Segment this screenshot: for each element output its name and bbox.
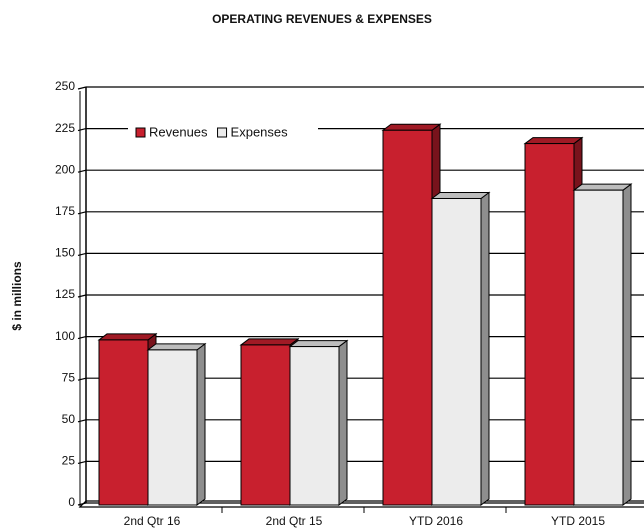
y-tick-label: 75 [62,370,76,384]
bar-top [572,183,633,191]
y-tick-label: 200 [55,162,75,176]
tick-mark [77,128,87,132]
bar [289,346,340,506]
bar [573,189,624,506]
tick-mark [77,169,87,173]
legend-label: Expenses [231,124,289,139]
bar-side [622,183,632,506]
tick-mark [77,502,87,506]
legend-swatch [135,127,146,138]
tick-mark [77,460,87,464]
y-axis-label: $ in millions [10,261,24,331]
tick-mark [77,419,87,423]
y-tick-label: 225 [55,121,75,135]
y-tick-label: 125 [55,287,75,301]
bar [524,143,575,506]
bar-side [196,342,206,506]
bar [147,349,198,506]
y-tick-label: 250 [55,79,75,93]
bar-top [146,343,207,351]
y-tick-label: 50 [62,412,76,426]
bar [240,344,291,506]
y-tick-label: 175 [55,204,75,218]
legend-label: Revenues [149,124,208,139]
bar-side [480,191,490,506]
bar-top [288,340,349,348]
y-tick-label: 0 [68,495,75,509]
bar [431,197,482,506]
bar [98,339,149,506]
chart-title: OPERATING REVENUES & EXPENSES [212,12,432,26]
y-tick-label: 150 [55,246,75,260]
y-tick-label: 25 [62,454,76,468]
x-tick-label: YTD 2015 [551,514,605,528]
tick-mark [77,211,87,215]
bar-top [381,123,442,131]
bar-top [239,338,300,346]
bar-top [97,333,158,341]
tick-mark [77,86,87,90]
tick-mark [77,252,87,256]
tick-mark [77,377,87,381]
x-tick-label: 2nd Qtr 15 [266,514,323,528]
y-tick-label: 100 [55,329,75,343]
bar [382,129,433,506]
x-tick-label: YTD 2016 [409,514,463,528]
tick-mark [77,294,87,298]
bar-side [338,339,348,506]
x-tick-label: 2nd Qtr 16 [124,514,181,528]
tick-mark [77,336,87,340]
bar-top [523,137,584,145]
legend-swatch [217,127,228,138]
bar-top [430,191,491,199]
